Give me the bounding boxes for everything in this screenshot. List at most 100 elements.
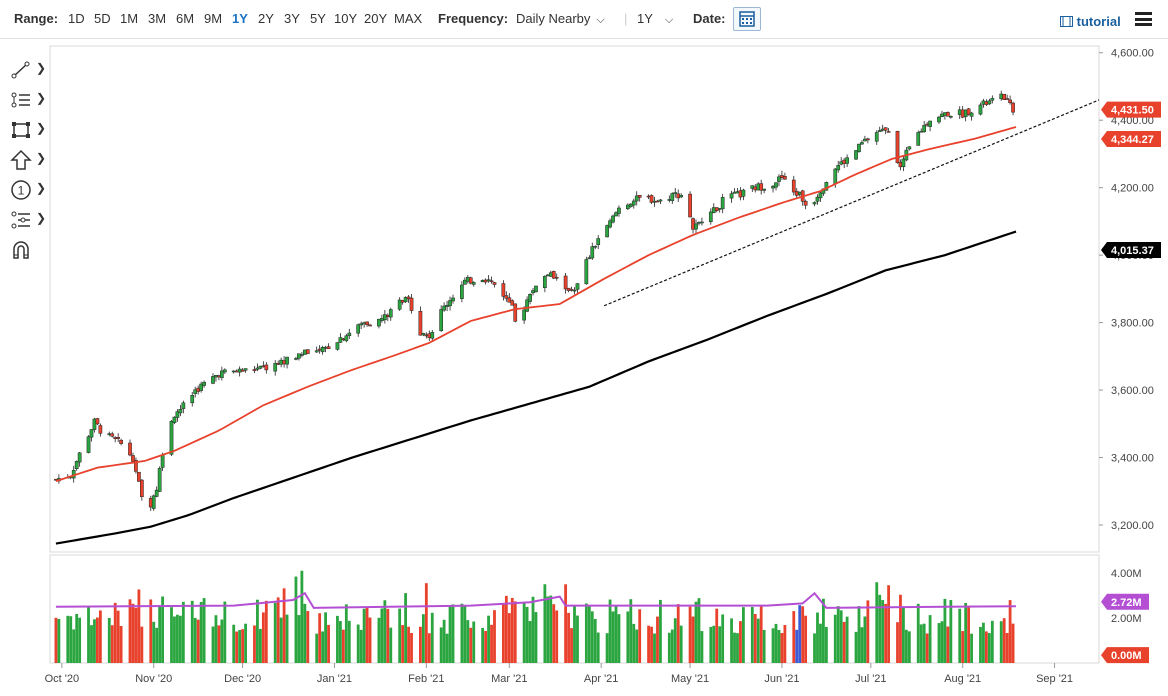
chevron-right-icon: ❯ bbox=[36, 181, 47, 195]
volume-bar bbox=[999, 621, 1003, 663]
rectangle-tool[interactable]: ❯ bbox=[6, 116, 46, 146]
volume-bar bbox=[842, 621, 846, 663]
volume-bar bbox=[697, 598, 701, 663]
number-annotation-tool[interactable]: 1 ❯ bbox=[6, 176, 46, 206]
candle-body bbox=[463, 279, 467, 285]
volume-bar bbox=[899, 594, 902, 663]
x-tick-label: Jul '21 bbox=[855, 673, 886, 685]
volume-bar bbox=[804, 615, 808, 663]
candle-body bbox=[486, 279, 491, 282]
candle-body bbox=[190, 395, 195, 404]
volume-bar bbox=[448, 606, 452, 663]
ma200-value-label-bg bbox=[1101, 241, 1161, 258]
range-10y[interactable]: 10Y bbox=[334, 11, 358, 26]
volume-bar bbox=[315, 633, 319, 663]
candle-body bbox=[857, 143, 861, 152]
volume-bar bbox=[709, 626, 713, 663]
candle-body bbox=[409, 297, 414, 311]
candle-body bbox=[95, 418, 100, 425]
candle-body bbox=[110, 433, 115, 437]
volume-bar bbox=[982, 622, 985, 663]
candle-body bbox=[783, 176, 787, 180]
period-dropdown[interactable]: 1Y ⌵ bbox=[637, 11, 673, 27]
calendar-button[interactable] bbox=[733, 7, 761, 31]
volume-bar bbox=[93, 619, 96, 663]
line-tool[interactable]: ❯ bbox=[6, 56, 46, 86]
volume-bar bbox=[878, 594, 882, 663]
range-6m[interactable]: 6M bbox=[176, 11, 195, 26]
candle-body bbox=[584, 259, 589, 285]
candles bbox=[54, 90, 1015, 511]
range-9m[interactable]: 9M bbox=[204, 11, 223, 26]
volume-bar bbox=[217, 625, 221, 663]
volume-average-label-bg bbox=[1101, 593, 1149, 610]
hamburger-menu-icon[interactable] bbox=[1135, 12, 1152, 26]
volume-bar bbox=[946, 626, 950, 663]
frequency-dropdown[interactable]: Daily Nearby ⌵ bbox=[516, 11, 605, 27]
range-3y[interactable]: 3Y bbox=[284, 11, 300, 26]
range-max[interactable]: MAX bbox=[394, 11, 423, 26]
volume-bar bbox=[359, 629, 363, 663]
volume-bar bbox=[178, 615, 182, 663]
candle-body bbox=[1011, 102, 1015, 113]
volume-bar bbox=[617, 614, 621, 663]
candle-body bbox=[679, 195, 684, 198]
volume-bar bbox=[324, 612, 327, 663]
candle-body bbox=[297, 353, 301, 359]
tutorial-link[interactable]: tutorial bbox=[1060, 14, 1121, 29]
range-20y[interactable]: 20Y bbox=[364, 11, 388, 26]
pitchfork-tool[interactable]: ❯ bbox=[6, 206, 46, 236]
candle-body bbox=[513, 303, 518, 322]
candle-body bbox=[563, 275, 568, 290]
range-1m[interactable]: 1M bbox=[120, 11, 139, 26]
range-1y[interactable]: 1Y bbox=[232, 11, 248, 26]
magnet-icon bbox=[13, 241, 29, 259]
candle-body bbox=[356, 324, 361, 334]
candle-body bbox=[655, 200, 660, 203]
volume-bar bbox=[253, 625, 256, 663]
range-2y[interactable]: 2Y bbox=[258, 11, 274, 26]
volume-bar bbox=[419, 626, 422, 663]
candle-body bbox=[119, 439, 123, 444]
candle-body bbox=[77, 452, 82, 463]
last-price-label: 4,431.50 bbox=[1111, 105, 1154, 117]
volume-bar bbox=[700, 631, 704, 663]
range-1d[interactable]: 1D bbox=[68, 11, 85, 26]
candle-body bbox=[471, 282, 476, 285]
candle-body bbox=[596, 238, 601, 245]
volume-bar bbox=[534, 612, 538, 663]
volume-bar bbox=[676, 604, 680, 663]
range-3m[interactable]: 3M bbox=[148, 11, 167, 26]
fibonacci-tool[interactable]: ❯ bbox=[6, 86, 46, 116]
candle-body bbox=[86, 436, 91, 453]
candle-body bbox=[501, 283, 506, 297]
volume-bar bbox=[336, 615, 339, 663]
volume-bar bbox=[593, 618, 597, 663]
volume-bar bbox=[451, 604, 455, 663]
volume-bar bbox=[816, 612, 819, 663]
volume-bar bbox=[626, 611, 630, 663]
price-chart[interactable]: 3,200.003,400.003,600.003,800.004,000.00… bbox=[0, 38, 1168, 696]
volume-bar bbox=[919, 624, 923, 663]
price-tick-label: 3,800.00 bbox=[1111, 318, 1154, 330]
range-5y[interactable]: 5Y bbox=[310, 11, 326, 26]
candle-body bbox=[720, 197, 725, 210]
arrow-tool[interactable]: ❯ bbox=[6, 146, 46, 176]
volume-bar bbox=[490, 624, 493, 663]
volume-bar bbox=[531, 596, 535, 663]
candle-body bbox=[966, 108, 971, 116]
volume-bar bbox=[504, 595, 508, 663]
volume-bar bbox=[258, 628, 262, 663]
candle-body bbox=[762, 188, 766, 191]
volume-bar bbox=[863, 616, 867, 663]
candle-body bbox=[442, 305, 446, 311]
range-5d[interactable]: 5D bbox=[94, 11, 111, 26]
volume-bar bbox=[801, 606, 805, 663]
candle-body bbox=[637, 195, 642, 198]
last-price-label-bg bbox=[1101, 101, 1161, 118]
candle-body bbox=[137, 471, 141, 482]
volume-bar bbox=[339, 621, 342, 663]
volume-bar bbox=[134, 607, 138, 663]
x-tick-label: Dec '20 bbox=[224, 673, 261, 685]
magnet-tool[interactable] bbox=[6, 236, 46, 266]
